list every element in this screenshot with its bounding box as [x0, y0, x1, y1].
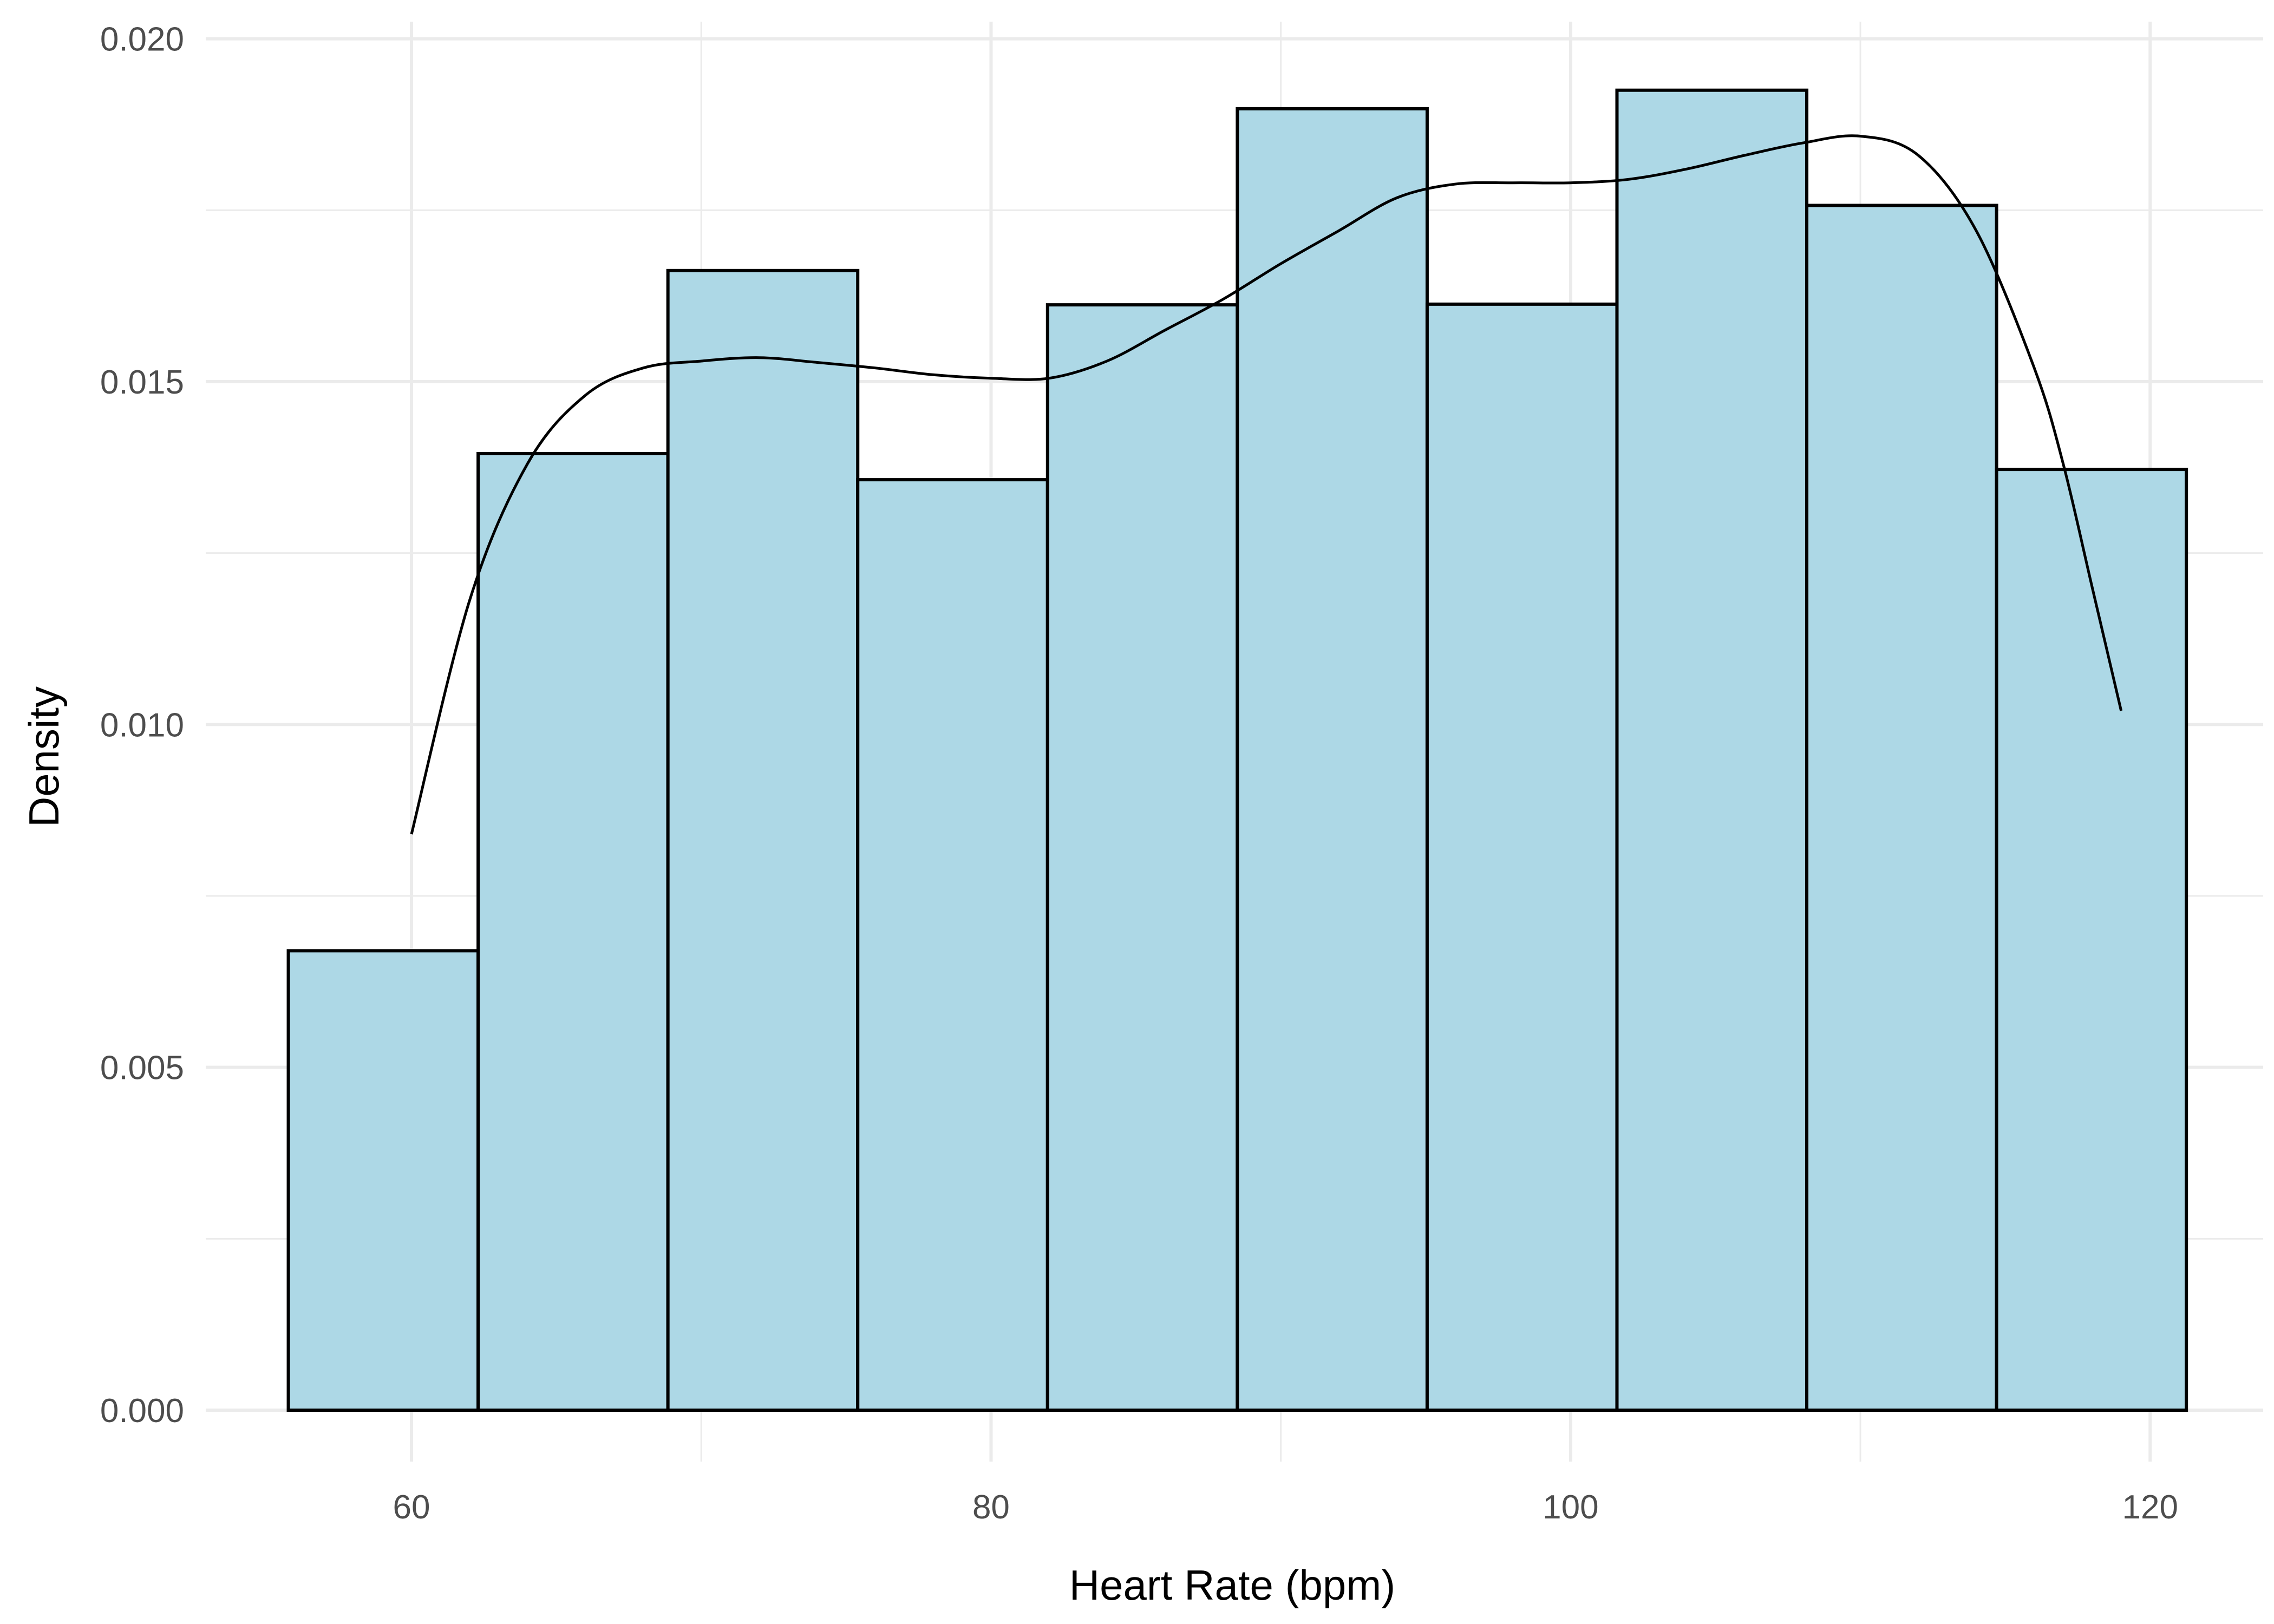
x-tick-label: 80	[972, 1489, 1010, 1526]
histogram-bar	[856, 478, 1049, 1412]
y-axis-ticks: 0.000 0.005 0.010 0.015 0.020	[100, 21, 184, 1430]
histogram-bar	[1425, 302, 1619, 1412]
histogram-bar	[1236, 107, 1429, 1412]
x-tick-label: 60	[393, 1489, 430, 1526]
y-tick-label: 0.000	[100, 1392, 184, 1430]
bars	[286, 88, 2188, 1412]
x-axis-title: Heart Rate (bpm)	[1069, 1561, 1396, 1609]
y-tick-label: 0.005	[100, 1050, 184, 1087]
y-axis-title: Density	[20, 686, 68, 827]
y-tick-label: 0.015	[100, 364, 184, 401]
histogram-bar	[286, 949, 480, 1412]
density-curve	[410, 134, 2123, 835]
histogram-bar	[476, 452, 670, 1412]
histogram-bar	[1995, 468, 2188, 1412]
histogram-bar	[666, 269, 860, 1412]
histogram-bar	[1045, 303, 1239, 1412]
y-tick-label: 0.010	[100, 706, 184, 744]
y-tick-label: 0.020	[100, 21, 184, 58]
histogram-bar	[1805, 204, 1998, 1412]
histogram-bar	[1615, 88, 1809, 1412]
x-tick-label: 100	[1543, 1489, 1598, 1526]
x-tick-label: 120	[2122, 1489, 2178, 1526]
x-axis-ticks: 60 80 100 120	[393, 1489, 2178, 1526]
